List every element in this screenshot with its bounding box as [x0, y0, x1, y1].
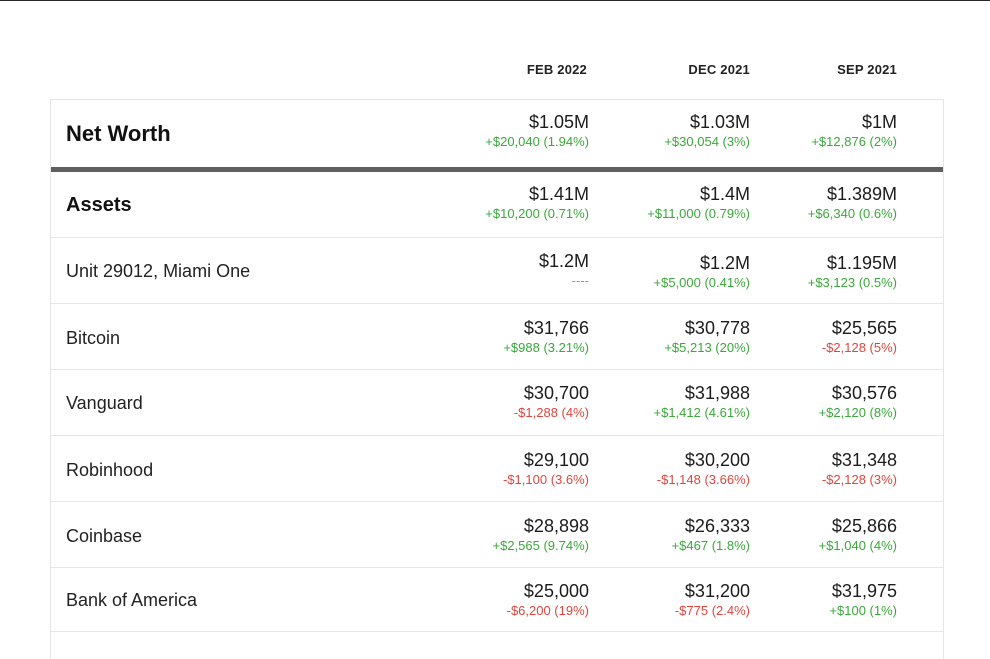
cell-value: $1.195M [826, 253, 897, 273]
cell-change: +$12,876 (2%) [811, 134, 897, 149]
cell-value: $25,000 [523, 581, 589, 601]
cell-change: +$2,565 (9.74%) [492, 538, 589, 553]
asset-cell-feb: $25,000 -$6,200 (19%) [429, 580, 589, 619]
assets-row[interactable]: Assets $1.41M +$10,200 (0.71%) $1.4M +$1… [51, 172, 943, 238]
cell-value: $30,576 [831, 383, 897, 403]
assets-cell-sep: $1.389M +$6,340 (0.6%) [737, 183, 897, 222]
cell-change: -$6,200 (19%) [506, 603, 589, 618]
cell-value: $31,988 [684, 383, 750, 403]
cell-value: $31,766 [523, 318, 589, 338]
cell-value: $1.41M [528, 184, 589, 204]
cell-value: $31,975 [831, 581, 897, 601]
cell-value: $1.2M [699, 253, 750, 273]
asset-cell-sep: $31,348 -$2,128 (3%) [737, 449, 897, 488]
cell-value: $31,200 [684, 581, 750, 601]
assets-label: Assets [66, 194, 132, 216]
cell-change: +$20,040 (1.94%) [485, 134, 589, 149]
cell-change: +$3,123 (0.5%) [807, 275, 897, 290]
asset-label: Bank of America [66, 590, 198, 610]
assets-cell-feb: $1.41M +$10,200 (0.71%) [429, 183, 589, 222]
asset-cell-feb: $31,766 +$988 (3.21%) [429, 317, 589, 356]
cell-value: $29,100 [523, 450, 589, 470]
cell-value: $30,778 [684, 318, 750, 338]
asset-row-coinbase[interactable]: Coinbase $28,898 +$2,565 (9.74%) $26,333… [51, 502, 943, 568]
cell-change: +$6,340 (0.6%) [807, 206, 897, 221]
asset-row-bank-of-america[interactable]: Bank of America $25,000 -$6,200 (19%) $3… [51, 568, 943, 632]
cell-value: $31,348 [831, 450, 897, 470]
asset-row-bitcoin[interactable]: Bitcoin $31,766 +$988 (3.21%) $30,778 +$… [51, 304, 943, 370]
cell-change: -$1,100 (3.6%) [503, 472, 589, 487]
asset-cell-dec: $26,333 +$467 (1.8%) [590, 515, 750, 554]
cell-change: ---- [571, 273, 589, 288]
cell-change: +$100 (1%) [829, 603, 897, 618]
asset-row-robinhood[interactable]: Robinhood $29,100 -$1,100 (3.6%) $30,200… [51, 436, 943, 502]
cell-change: +$5,000 (0.41%) [653, 275, 750, 290]
asset-cell-dec: $30,778 +$5,213 (20%) [590, 317, 750, 356]
net-worth-cell-feb: $1.05M +$20,040 (1.94%) [429, 111, 589, 150]
cell-change: +$467 (1.8%) [671, 538, 750, 553]
cell-change: -$2,128 (3%) [821, 472, 897, 487]
asset-cell-sep: $1.195M +$3,123 (0.5%) [737, 252, 897, 291]
asset-cell-sep: $31,975 +$100 (1%) [737, 580, 897, 619]
net-worth-table: Net Worth $1.05M +$20,040 (1.94%) $1.03M… [50, 99, 944, 659]
asset-row-miami-one[interactable]: Unit 29012, Miami One $1.2M ---- $1.2M +… [51, 238, 943, 304]
asset-label: Vanguard [66, 393, 143, 413]
asset-cell-dec: $31,988 +$1,412 (4.61%) [590, 382, 750, 421]
cell-change: +$988 (3.21%) [503, 340, 589, 355]
cell-change: -$1,148 (3.66%) [656, 472, 750, 487]
period-sep-2021: SEP 2021 [837, 62, 897, 77]
net-worth-cell-dec: $1.03M +$30,054 (3%) [590, 111, 750, 150]
cell-value: $28,898 [523, 516, 589, 536]
cell-change: +$10,200 (0.71%) [485, 206, 589, 221]
asset-row-vanguard[interactable]: Vanguard $30,700 -$1,288 (4%) $31,988 +$… [51, 370, 943, 436]
asset-label: Coinbase [66, 526, 143, 546]
asset-cell-sep: $25,866 +$1,040 (4%) [737, 515, 897, 554]
net-worth-cell-sep: $1M +$12,876 (2%) [737, 111, 897, 150]
cell-value: $1.05M [528, 112, 589, 132]
asset-cell-feb: $28,898 +$2,565 (9.74%) [429, 515, 589, 554]
asset-label: Bitcoin [66, 328, 121, 348]
period-dec-2021: DEC 2021 [688, 62, 750, 77]
cell-change: +$11,000 (0.79%) [647, 206, 750, 221]
asset-cell-sep: $25,565 -$2,128 (5%) [737, 317, 897, 356]
assets-cell-dec: $1.4M +$11,000 (0.79%) [590, 183, 750, 222]
cell-change: +$2,120 (8%) [818, 405, 897, 420]
cell-value: $1.4M [699, 184, 750, 204]
asset-cell-feb: $30,700 -$1,288 (4%) [429, 382, 589, 421]
top-divider [0, 0, 990, 1]
cell-value: $26,333 [684, 516, 750, 536]
asset-label: Robinhood [66, 460, 154, 480]
cell-value: $1.389M [826, 184, 897, 204]
cell-change: +$1,040 (4%) [818, 538, 897, 553]
asset-cell-sep: $30,576 +$2,120 (8%) [737, 382, 897, 421]
cell-change: +$30,054 (3%) [664, 134, 750, 149]
cell-value: $1.03M [689, 112, 750, 132]
asset-label: Unit 29012, Miami One [66, 261, 251, 281]
asset-cell-dec: $31,200 -$775 (2.4%) [590, 580, 750, 619]
cell-value: $25,866 [831, 516, 897, 536]
net-worth-label: Net Worth [66, 121, 171, 146]
period-header: FEB 2022 DEC 2021 SEP 2021 [0, 62, 990, 82]
period-feb-2022: FEB 2022 [526, 62, 587, 77]
cell-change: +$1,412 (4.61%) [653, 405, 750, 420]
cell-change: +$5,213 (20%) [664, 340, 750, 355]
asset-cell-feb: $1.2M ---- [429, 250, 589, 289]
cell-change: -$2,128 (5%) [821, 340, 897, 355]
asset-cell-dec: $1.2M +$5,000 (0.41%) [590, 252, 750, 291]
cell-change: -$775 (2.4%) [674, 603, 750, 618]
cell-value: $1.2M [538, 251, 589, 271]
net-worth-row[interactable]: Net Worth $1.05M +$20,040 (1.94%) $1.03M… [51, 100, 943, 172]
cell-value: $1M [861, 112, 897, 132]
asset-cell-dec: $30,200 -$1,148 (3.66%) [590, 449, 750, 488]
cell-value: $30,200 [684, 450, 750, 470]
asset-cell-feb: $29,100 -$1,100 (3.6%) [429, 449, 589, 488]
cell-change: -$1,288 (4%) [513, 405, 589, 420]
cell-value: $25,565 [831, 318, 897, 338]
cell-value: $30,700 [523, 383, 589, 403]
